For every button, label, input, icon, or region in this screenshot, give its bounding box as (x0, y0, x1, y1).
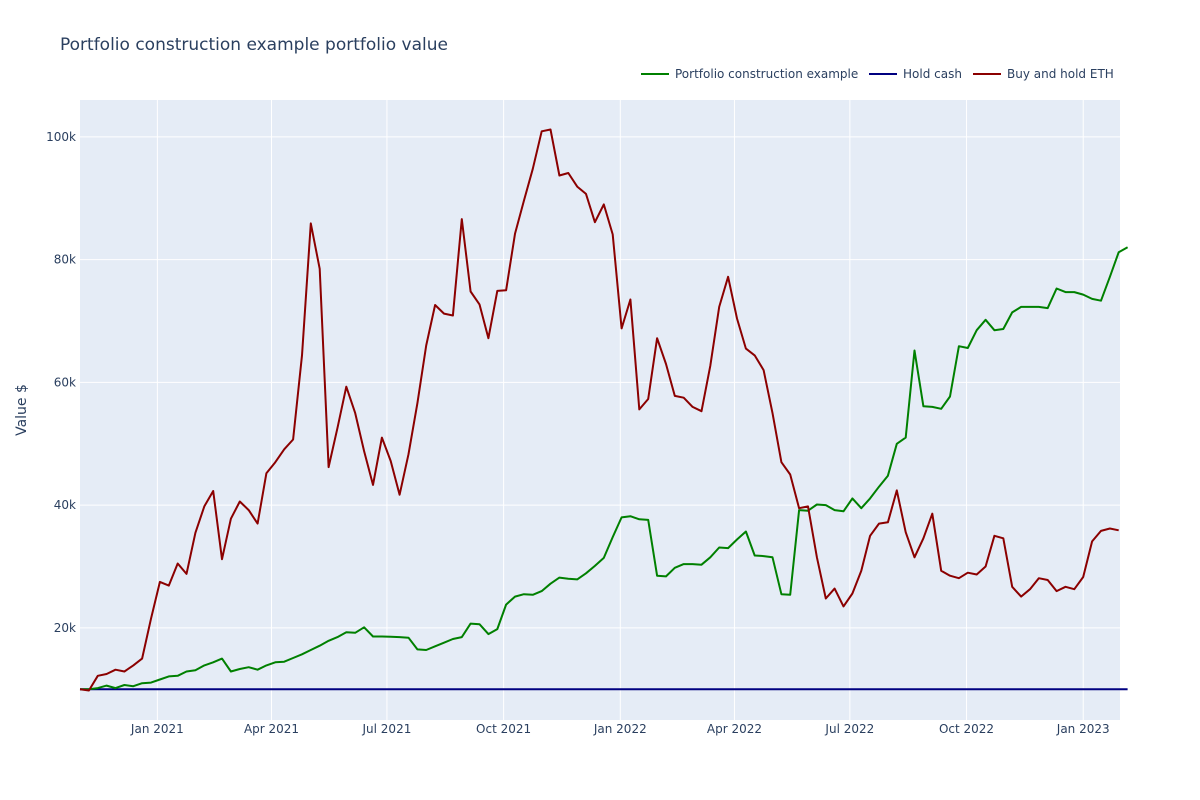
x-axis-ticks: Jan 2021 Apr 2021 Jul 2021 Oct 2021 Jan 2022… (130, 722, 1110, 736)
y-tick-label: 100k (46, 130, 76, 144)
series-line-buy-hold-eth[interactable] (79, 128, 1119, 692)
y-tick-label: 20k (54, 621, 76, 635)
legend-label-portfolio: Portfolio construction example (675, 67, 858, 81)
x-tick-label: Apr 2022 (707, 722, 762, 736)
x-tick-label: Jan 2023 (1056, 722, 1110, 736)
legend-label-hold-cash: Hold cash (903, 67, 962, 81)
x-tick-label: Oct 2021 (476, 722, 531, 736)
y-axis-ticks: 20k 40k 60k 80k 100k (46, 130, 76, 635)
x-tick-label: Jul 2021 (362, 722, 412, 736)
plot-area (80, 100, 1120, 720)
legend-item-hold-cash[interactable]: Hold cash (869, 67, 962, 81)
x-tick-label: Apr 2021 (244, 722, 299, 736)
chart-title: Portfolio construction example portfolio… (60, 35, 448, 55)
y-tick-label: 80k (54, 253, 76, 267)
x-tick-label: Jul 2022 (824, 722, 874, 736)
x-tick-label: Jan 2021 (130, 722, 184, 736)
y-axis-label: Value $ (14, 384, 30, 436)
y-tick-label: 60k (54, 375, 76, 389)
series-layer (79, 128, 1129, 692)
y-tick-label: 40k (54, 498, 76, 512)
legend[interactable]: Portfolio construction example Hold cash… (641, 67, 1114, 81)
legend-item-buy-hold-eth[interactable]: Buy and hold ETH (973, 67, 1114, 81)
x-tick-label: Oct 2022 (939, 722, 994, 736)
legend-label-buy-hold-eth: Buy and hold ETH (1007, 67, 1114, 81)
series-line-portfolio[interactable] (80, 246, 1129, 691)
x-tick-label: Jan 2022 (593, 722, 647, 736)
gridlines (80, 100, 1120, 720)
legend-item-portfolio[interactable]: Portfolio construction example (641, 67, 858, 81)
